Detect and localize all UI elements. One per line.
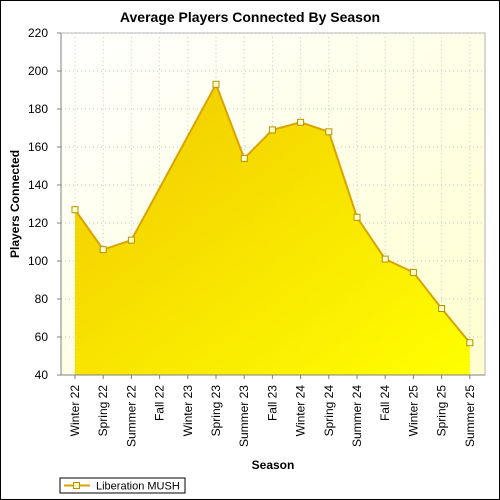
area-series xyxy=(71,80,474,376)
data-point xyxy=(466,339,474,347)
area-fill xyxy=(75,84,470,376)
data-point xyxy=(240,154,248,162)
x-tick-label: Summer 24 xyxy=(350,385,364,447)
x-tick-label: Winter 25 xyxy=(406,385,420,437)
data-point xyxy=(297,118,305,126)
chart-title: Average Players Connected By Season xyxy=(120,9,380,25)
y-axis-title: Players Connected xyxy=(8,150,22,258)
y-tick-label: 160 xyxy=(28,140,48,154)
x-tick-label: Spring 23 xyxy=(209,385,223,437)
x-tick-label: Summer 23 xyxy=(237,385,251,447)
x-tick-label: Winter 24 xyxy=(294,385,308,437)
data-point xyxy=(71,206,79,214)
y-tick-label: 120 xyxy=(28,216,48,230)
data-point xyxy=(268,126,276,134)
legend-box xyxy=(59,477,186,494)
data-point xyxy=(353,213,361,221)
x-axis-title: Season xyxy=(252,458,295,472)
x-tick-label: Fall 24 xyxy=(378,385,392,421)
legend-label: Liberation MUSH xyxy=(96,481,180,493)
data-point xyxy=(127,236,135,244)
legend: Liberation MUSH xyxy=(59,477,186,494)
x-tick-label: Winter 23 xyxy=(181,385,195,437)
x-tick-label: Summer 22 xyxy=(124,385,138,447)
data-point xyxy=(409,268,417,276)
y-tick-label: 60 xyxy=(35,330,49,344)
y-tick-label: 200 xyxy=(28,64,48,78)
legend-marker-icon xyxy=(73,482,80,489)
data-point xyxy=(438,305,446,312)
x-tick-labels: Winter 22 Spring 22 Summer 22 Fall 22 Winter… xyxy=(68,375,477,447)
y-tick-label: 140 xyxy=(28,178,48,192)
data-point xyxy=(99,246,107,254)
x-tick-label: Fall 23 xyxy=(265,385,279,421)
y-tick-label: 100 xyxy=(28,254,48,268)
y-tick-label: 80 xyxy=(35,292,49,306)
x-tick-label: Summer 25 xyxy=(463,385,477,447)
data-point xyxy=(381,255,389,263)
y-tick-label: 40 xyxy=(35,368,49,382)
data-point xyxy=(212,80,220,88)
y-tick-label: 220 xyxy=(28,26,48,40)
x-tick-label: Spring 25 xyxy=(435,385,449,437)
x-tick-label: Winter 22 xyxy=(68,385,82,437)
y-tick-labels: 40 60 80 100 120 140 160 180 200 220 xyxy=(28,26,61,382)
x-tick-label: Fall 22 xyxy=(153,385,167,421)
y-tick-label: 180 xyxy=(28,102,48,116)
x-tick-label: Spring 22 xyxy=(96,385,110,437)
x-tick-label: Spring 24 xyxy=(322,385,336,437)
data-point xyxy=(325,128,333,136)
